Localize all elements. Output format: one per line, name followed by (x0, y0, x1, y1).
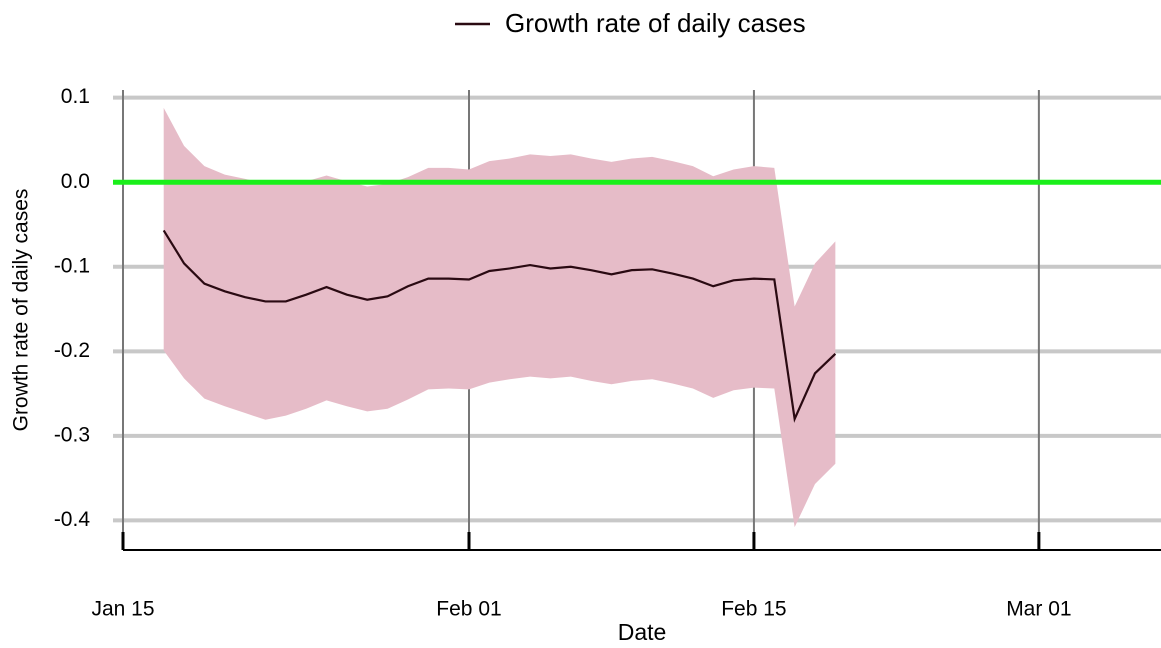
y-axis-title: Growth rate of daily cases (10, 189, 33, 432)
confidence-band (163, 107, 836, 528)
x-axis-title: Date (618, 619, 667, 645)
legend-label: Growth rate of daily cases (505, 8, 806, 38)
y-tick-label: 0.0 (61, 170, 90, 193)
x-tick-label: Jan 15 (91, 598, 154, 621)
x-tick-label: Feb 15 (721, 598, 786, 621)
y-tick-label: -0.1 (54, 254, 90, 277)
series-line (162, 229, 837, 423)
y-tick-label: -0.4 (54, 508, 91, 531)
x-tick-label: Feb 01 (436, 598, 501, 621)
y-tick-label: 0.1 (61, 85, 90, 108)
y-tick-label: -0.3 (54, 423, 90, 446)
x-tick-label: Mar 01 (1006, 598, 1071, 621)
y-tick-label: -0.2 (54, 339, 90, 362)
